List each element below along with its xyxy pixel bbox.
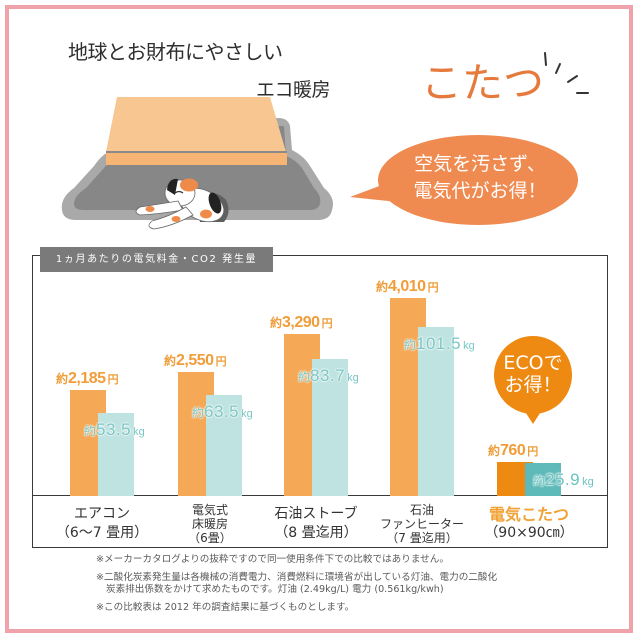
cost-value-label: 約2,185 円 bbox=[56, 370, 119, 388]
bar-cost: 約2,550 円 bbox=[164, 352, 227, 496]
bar-group-oil-fan-heater: 約4,010 円 約101.5 kg bbox=[376, 256, 475, 496]
footnote-1: ※メーカーカタログよりの抜粋ですので同一使用条件下での比較ではありません。 bbox=[96, 554, 449, 565]
category-label-oil-fan-heater: 石油 ファンヒーター （7 畳迄用） bbox=[367, 498, 477, 549]
bar-co2: 約101.5 kg bbox=[404, 326, 475, 496]
cost-value-label: 約4,010 円 bbox=[376, 278, 439, 296]
kotatsu-tabletop bbox=[106, 97, 286, 152]
category-line: ファンヒーター bbox=[379, 516, 464, 531]
chart-frame: 約2,185 円 約53.5 kg 約2,550 円 約63.5 kg 約3,290 円 … bbox=[32, 255, 608, 548]
category-line: 電気式 bbox=[191, 502, 228, 517]
bar-co2: 約63.5 kg bbox=[192, 395, 253, 496]
header-highlight: こたつ bbox=[421, 59, 544, 107]
category-line: （6～7 畳用） bbox=[55, 524, 149, 541]
cost-value-label: 約2,550 円 bbox=[164, 351, 227, 369]
category-line: 石油ストーブ bbox=[274, 505, 358, 522]
category-line: （90×90㎝） bbox=[484, 524, 574, 541]
speech-line-2: 電気代がお得！ bbox=[413, 180, 547, 202]
eco-line-2: お得！ bbox=[504, 374, 562, 396]
bar-co2: 約83.7 kg bbox=[298, 358, 359, 496]
cost-value-label: 約760 円 bbox=[488, 442, 539, 459]
co2-value-label: 約63.5 kg bbox=[192, 402, 253, 422]
co2-value-label: 約83.7 kg bbox=[298, 365, 359, 385]
speech-bubble-shape bbox=[350, 135, 578, 225]
cat-icon bbox=[135, 178, 229, 230]
header-subtitle: エコ暖房 bbox=[256, 79, 331, 101]
category-line: （6畳） bbox=[188, 530, 232, 545]
category-label-kotatsu: 電気こたつ （90×90㎝） bbox=[474, 498, 584, 549]
speech-line-1: 空気を汚さず、 bbox=[414, 153, 546, 175]
eco-line-1: ECOで bbox=[503, 352, 563, 374]
bar-co2: 約53.5 kg bbox=[84, 413, 145, 496]
category-line: （8 畳迄用） bbox=[274, 524, 358, 541]
pink-page-frame bbox=[5, 5, 633, 633]
category-line: 床暖房 bbox=[191, 516, 228, 531]
co2-value-label: 約25.9 kg bbox=[533, 469, 594, 489]
category-line: （7 畳迄用） bbox=[386, 530, 458, 545]
kotatsu-table-edge bbox=[106, 153, 287, 165]
category-line: エアコン bbox=[74, 505, 130, 522]
bar-group-kotatsu: 約760 円 約25.9 kg bbox=[488, 256, 594, 496]
category-line: 石油 bbox=[409, 502, 434, 517]
co2-value-label: 約53.5 kg bbox=[84, 420, 145, 440]
bar-group-oil-stove: 約3,290 円 約83.7 kg bbox=[270, 256, 359, 496]
header-tagline: 地球とお財布にやさしい bbox=[68, 40, 283, 64]
category-label-aircon: エアコン （6～7 畳用） bbox=[47, 498, 157, 549]
category-line: 電気こたつ bbox=[488, 504, 569, 524]
category-label-floor-heating: 電気式 床暖房 （6畳） bbox=[155, 498, 265, 549]
bar-group-floor-heating: 約2,550 円 約63.5 kg bbox=[164, 256, 253, 496]
footnote-2-cont: 炭素排出係数をかけて求めたものです。灯油 (2.49kg/L) 電力 (0.56… bbox=[106, 584, 444, 595]
footnote-3: ※この比較表は 2012 年の調査結果に基づくものとします。 bbox=[96, 602, 355, 613]
cost-value-label: 約3,290 円 bbox=[270, 314, 333, 332]
category-label-oil-stove: 石油ストーブ （8 畳迄用） bbox=[261, 498, 371, 549]
bar-group-aircon: 約2,185 円 約53.5 kg bbox=[56, 256, 145, 496]
kotatsu-illustration bbox=[61, 52, 589, 230]
eco-bubble-text: ECOで お得！ bbox=[494, 352, 572, 396]
speech-bubble-text: 空気を汚さず、 電気代がお得！ bbox=[380, 151, 580, 205]
chart-title: 1ヵ月あたりの電気料金・CO2 発生量 bbox=[40, 247, 273, 272]
footnotes: ※メーカーカタログよりの抜粋ですので同一使用条件下での比較ではありません。 ※二… bbox=[96, 554, 616, 614]
sparkle-lines-icon bbox=[544, 52, 589, 94]
footnote-2: ※二酸化炭素発生量は各機械の消費電力、消費燃料に環境省が出している灯油、電力の二… bbox=[96, 572, 498, 583]
eco-bubble-shape bbox=[494, 336, 572, 424]
bar-co2: 約25.9 kg bbox=[525, 462, 594, 496]
co2-value-label: 約101.5 kg bbox=[404, 333, 475, 353]
